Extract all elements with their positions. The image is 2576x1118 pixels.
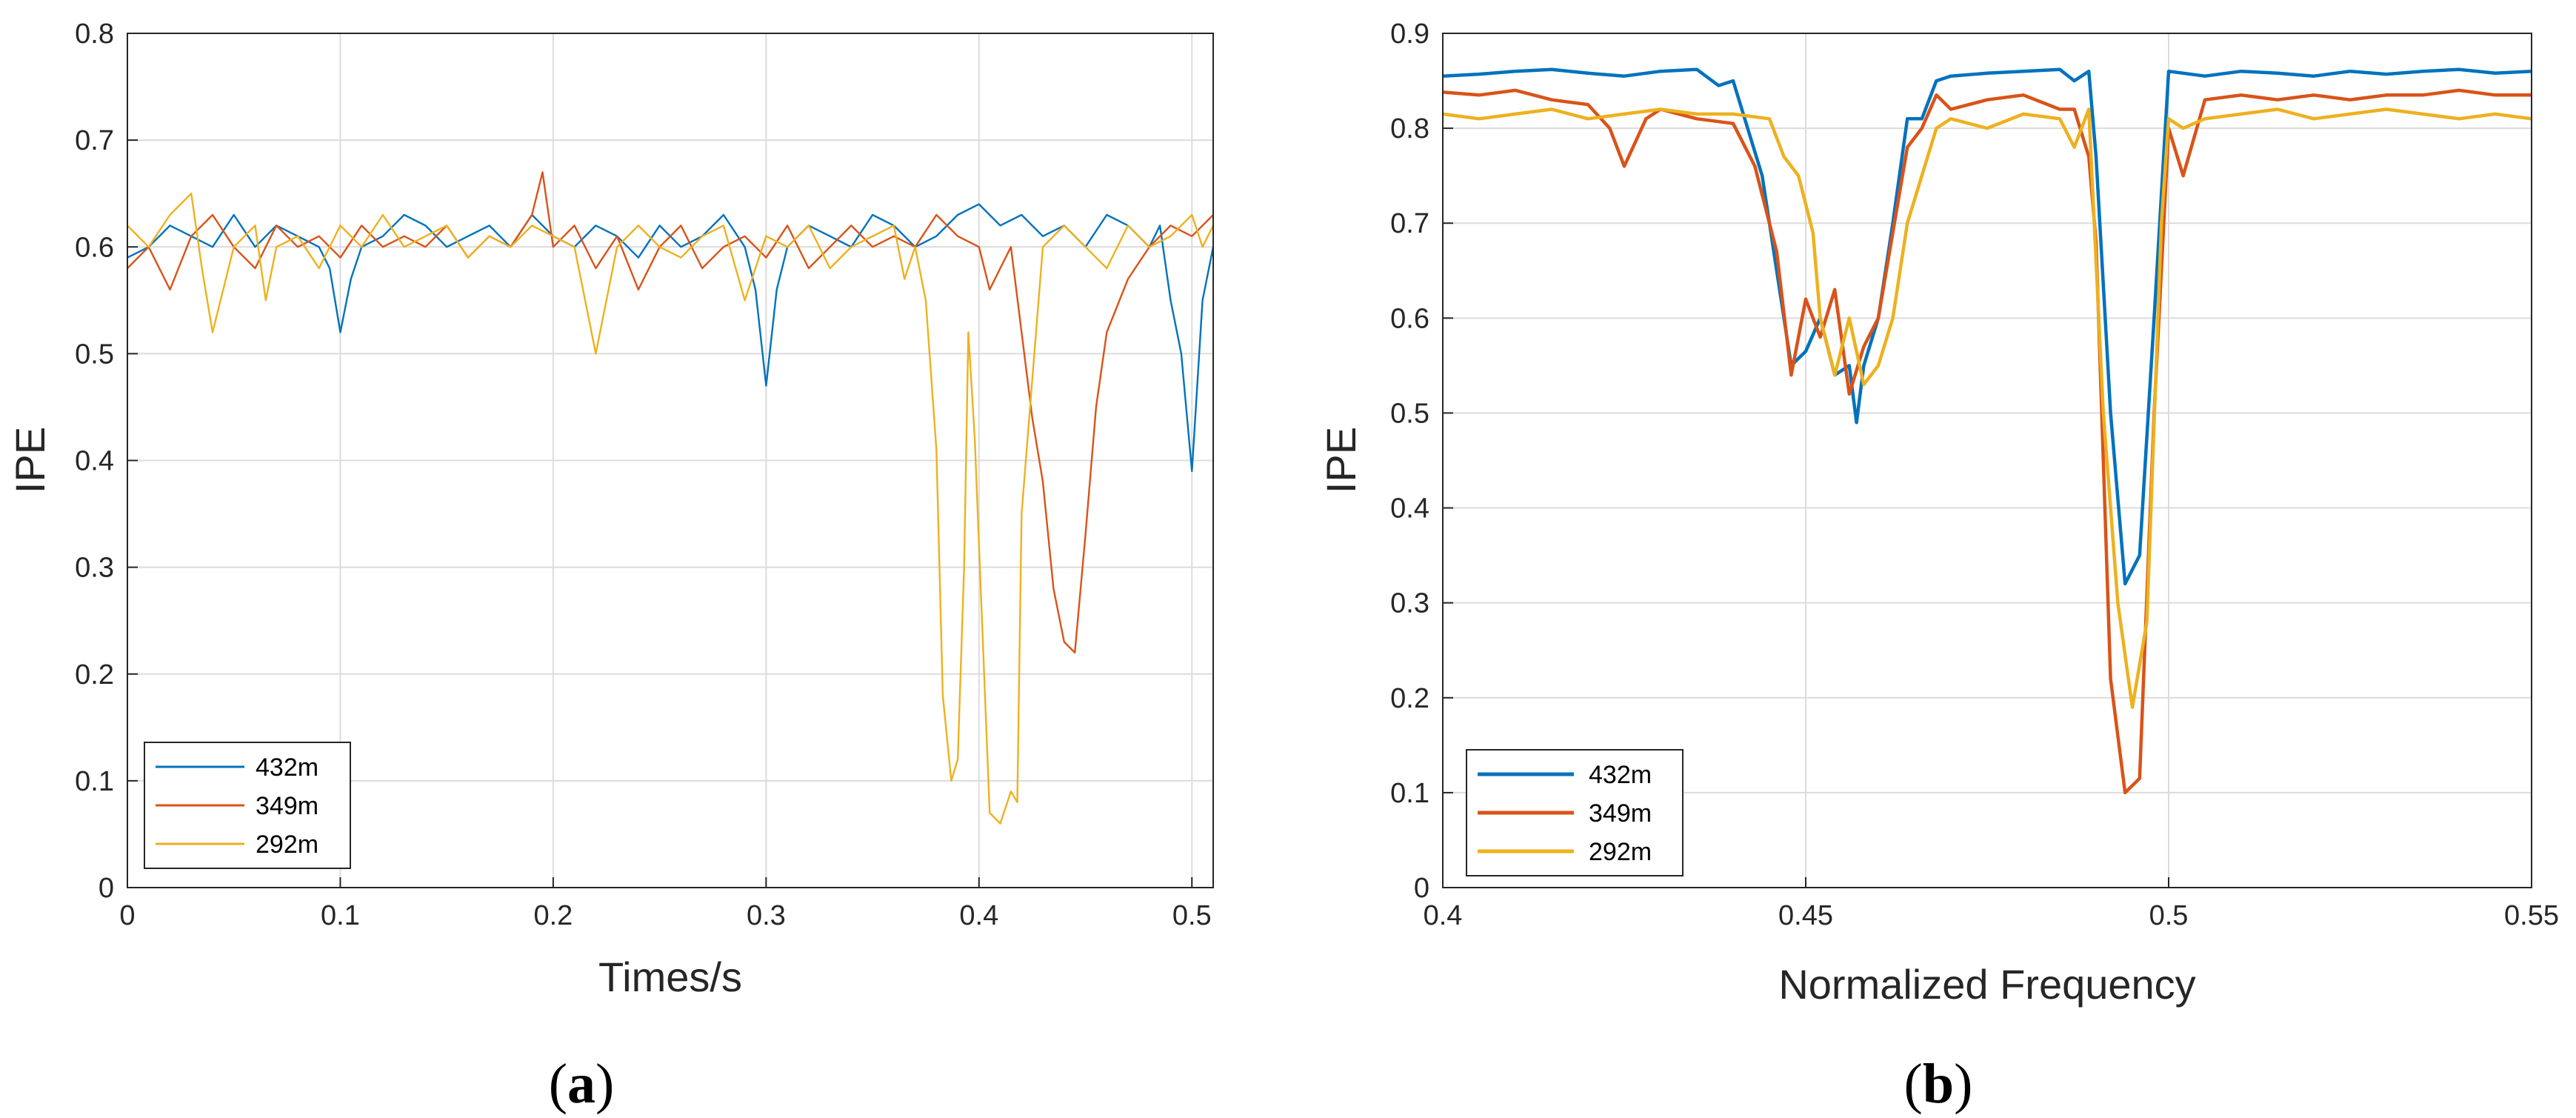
chart-b-xlabel: Normalized Frequency — [1778, 961, 2195, 1008]
caption-b-close: ) — [1954, 1053, 1972, 1115]
chart-a-legend-label-432m: 432m — [256, 753, 318, 782]
chart-a-xtick-label-0: 0 — [119, 900, 135, 931]
caption-a-open: ( — [549, 1053, 567, 1115]
caption-a: (a) — [549, 1053, 615, 1115]
chart-a-series-349m — [127, 171, 1214, 654]
chart-a-xtick-label-1: 0.1 — [321, 900, 360, 931]
chart-a-legend-label-349m: 349m — [256, 792, 318, 820]
chart-a-ytick-label-2: 0.2 — [75, 659, 114, 691]
chart-a-legend-box — [144, 742, 351, 869]
chart-b-ytick-label-0: 0 — [1414, 873, 1429, 904]
chart-b-ticks: 0.4 0.45 0.5 0.55 0 0.1 0.2 0.3 0.4 0.5 0.6 0.7 0.8 0… — [1390, 19, 2559, 931]
chart-b-ytick-label-9: 0.9 — [1390, 19, 1429, 50]
chart-b-frame — [1442, 33, 2532, 888]
chart-a-xtick-label-2: 0.2 — [533, 900, 573, 931]
chart-b-lines — [1442, 67, 2532, 795]
chart-a-ytick-label-3: 0.3 — [75, 553, 114, 584]
chart-a: 0 0.1 0.2 0.3 0.4 0.5 0 0.1 0.2 0.3 0.4 0.5 0.6 0.7 0.… — [7, 19, 1215, 1000]
chart-b-ylabel: IPE — [1318, 427, 1364, 493]
chart-a-ytick-label-4: 0.4 — [75, 446, 114, 477]
chart-a-ytick-label-1: 0.1 — [75, 766, 114, 797]
chart-a-lines — [127, 171, 1215, 825]
chart-a-series-292m — [127, 193, 1215, 825]
chart-b-ytick-label-3: 0.3 — [1390, 588, 1429, 619]
chart-b: 0.4 0.45 0.5 0.55 0 0.1 0.2 0.3 0.4 0.5 0.6 0.7 0.8 0… — [1318, 19, 2559, 1008]
chart-b-legend-label-432m: 432m — [1589, 761, 1652, 789]
chart-b-xtick-label-0: 0.4 — [1424, 900, 1463, 931]
chart-b-series-432m — [1442, 67, 2532, 586]
chart-a-legend: 432m 349m 292m — [144, 742, 351, 869]
chart-a-ytick-label-7: 0.7 — [75, 125, 114, 156]
caption-b-letter: b — [1923, 1053, 1954, 1115]
chart-b-xtick-label-2: 0.5 — [2149, 900, 2189, 931]
caption-b: (b) — [1904, 1053, 1973, 1115]
chart-a-ylabel: IPE — [7, 427, 53, 493]
chart-a-ticks: 0 0.1 0.2 0.3 0.4 0.5 0 0.1 0.2 0.3 0.4 0.5 0.6 0.7 0.… — [75, 19, 1211, 931]
chart-a-xtick-label-4: 0.4 — [959, 900, 998, 931]
caption-a-close: ) — [595, 1053, 614, 1115]
chart-a-ytick-label-0: 0 — [99, 873, 114, 904]
chart-b-xtick-label-1: 0.45 — [1778, 900, 1833, 931]
chart-b-series-292m — [1442, 107, 2532, 709]
chart-a-xtick-label-3: 0.3 — [747, 900, 786, 931]
chart-b-ytick-label-8: 0.8 — [1390, 113, 1429, 144]
chart-b-legend: 432m 349m 292m — [1466, 749, 1684, 876]
chart-b-xtick-label-3: 0.55 — [2504, 900, 2559, 931]
chart-b-ytick-label-1: 0.1 — [1390, 778, 1429, 809]
chart-b-ytick-label-4: 0.4 — [1390, 493, 1429, 525]
chart-b-series-349m — [1442, 88, 2532, 795]
chart-b-ytick-label-2: 0.2 — [1390, 683, 1429, 714]
caption-a-letter: a — [567, 1053, 595, 1115]
chart-b-ytick-label-5: 0.5 — [1390, 398, 1429, 429]
chart-b-legend-label-349m: 349m — [1589, 799, 1652, 828]
chart-b-legend-label-292m: 292m — [1589, 838, 1652, 866]
caption-b-open: ( — [1904, 1053, 1923, 1115]
chart-a-ytick-label-6: 0.6 — [75, 232, 114, 263]
chart-a-xtick-label-5: 0.5 — [1172, 900, 1212, 931]
chart-a-ytick-label-8: 0.8 — [75, 19, 114, 50]
chart-b-ytick-label-7: 0.7 — [1390, 208, 1429, 239]
chart-a-ytick-label-5: 0.5 — [75, 339, 114, 370]
chart-b-ytick-label-6: 0.6 — [1390, 303, 1429, 334]
chart-a-legend-label-292m: 292m — [256, 831, 318, 859]
chart-a-xlabel: Times/s — [598, 954, 742, 1000]
